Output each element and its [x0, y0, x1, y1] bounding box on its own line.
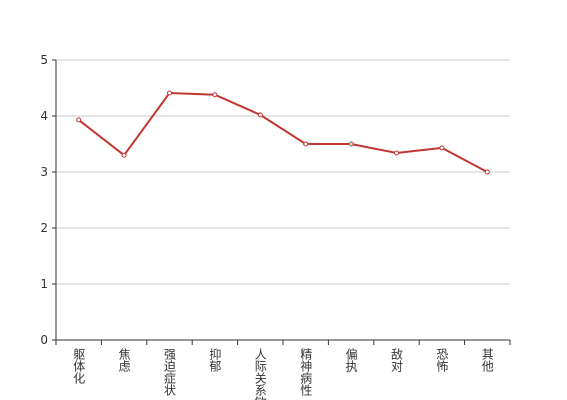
x-tick-label: 敌对: [390, 347, 404, 372]
point: [76, 117, 82, 123]
x-tick-label: 偏执: [344, 347, 358, 373]
point: [439, 145, 445, 151]
point: [348, 141, 354, 147]
y-tick-label: 0: [40, 333, 48, 347]
x-tick-label: 精神病性: [299, 348, 313, 397]
x-tick-label: 其他: [480, 348, 494, 372]
y-tick-label: 3: [40, 165, 48, 179]
line: [78, 92, 488, 173]
x-tick-label: 强迫症状: [163, 348, 177, 396]
point: [167, 90, 172, 96]
y-tick-label: 5: [40, 53, 48, 67]
point: [121, 152, 127, 158]
x-tick-label: 焦虑: [117, 348, 131, 372]
point: [257, 112, 263, 118]
x-tick-label: 躯体化: [72, 347, 86, 385]
y-tick-label: 1: [40, 277, 48, 291]
point: [212, 92, 218, 98]
y-tick-label: 4: [40, 109, 48, 123]
point: [484, 169, 490, 175]
x-tick-label: 恐怖: [435, 348, 449, 372]
point: [394, 150, 399, 156]
x-tick-label: 人际关系敏感: [253, 348, 267, 400]
point: [303, 141, 309, 147]
y-tick-label: 2: [40, 221, 48, 235]
x-tick-label: 抑郁: [208, 347, 222, 373]
